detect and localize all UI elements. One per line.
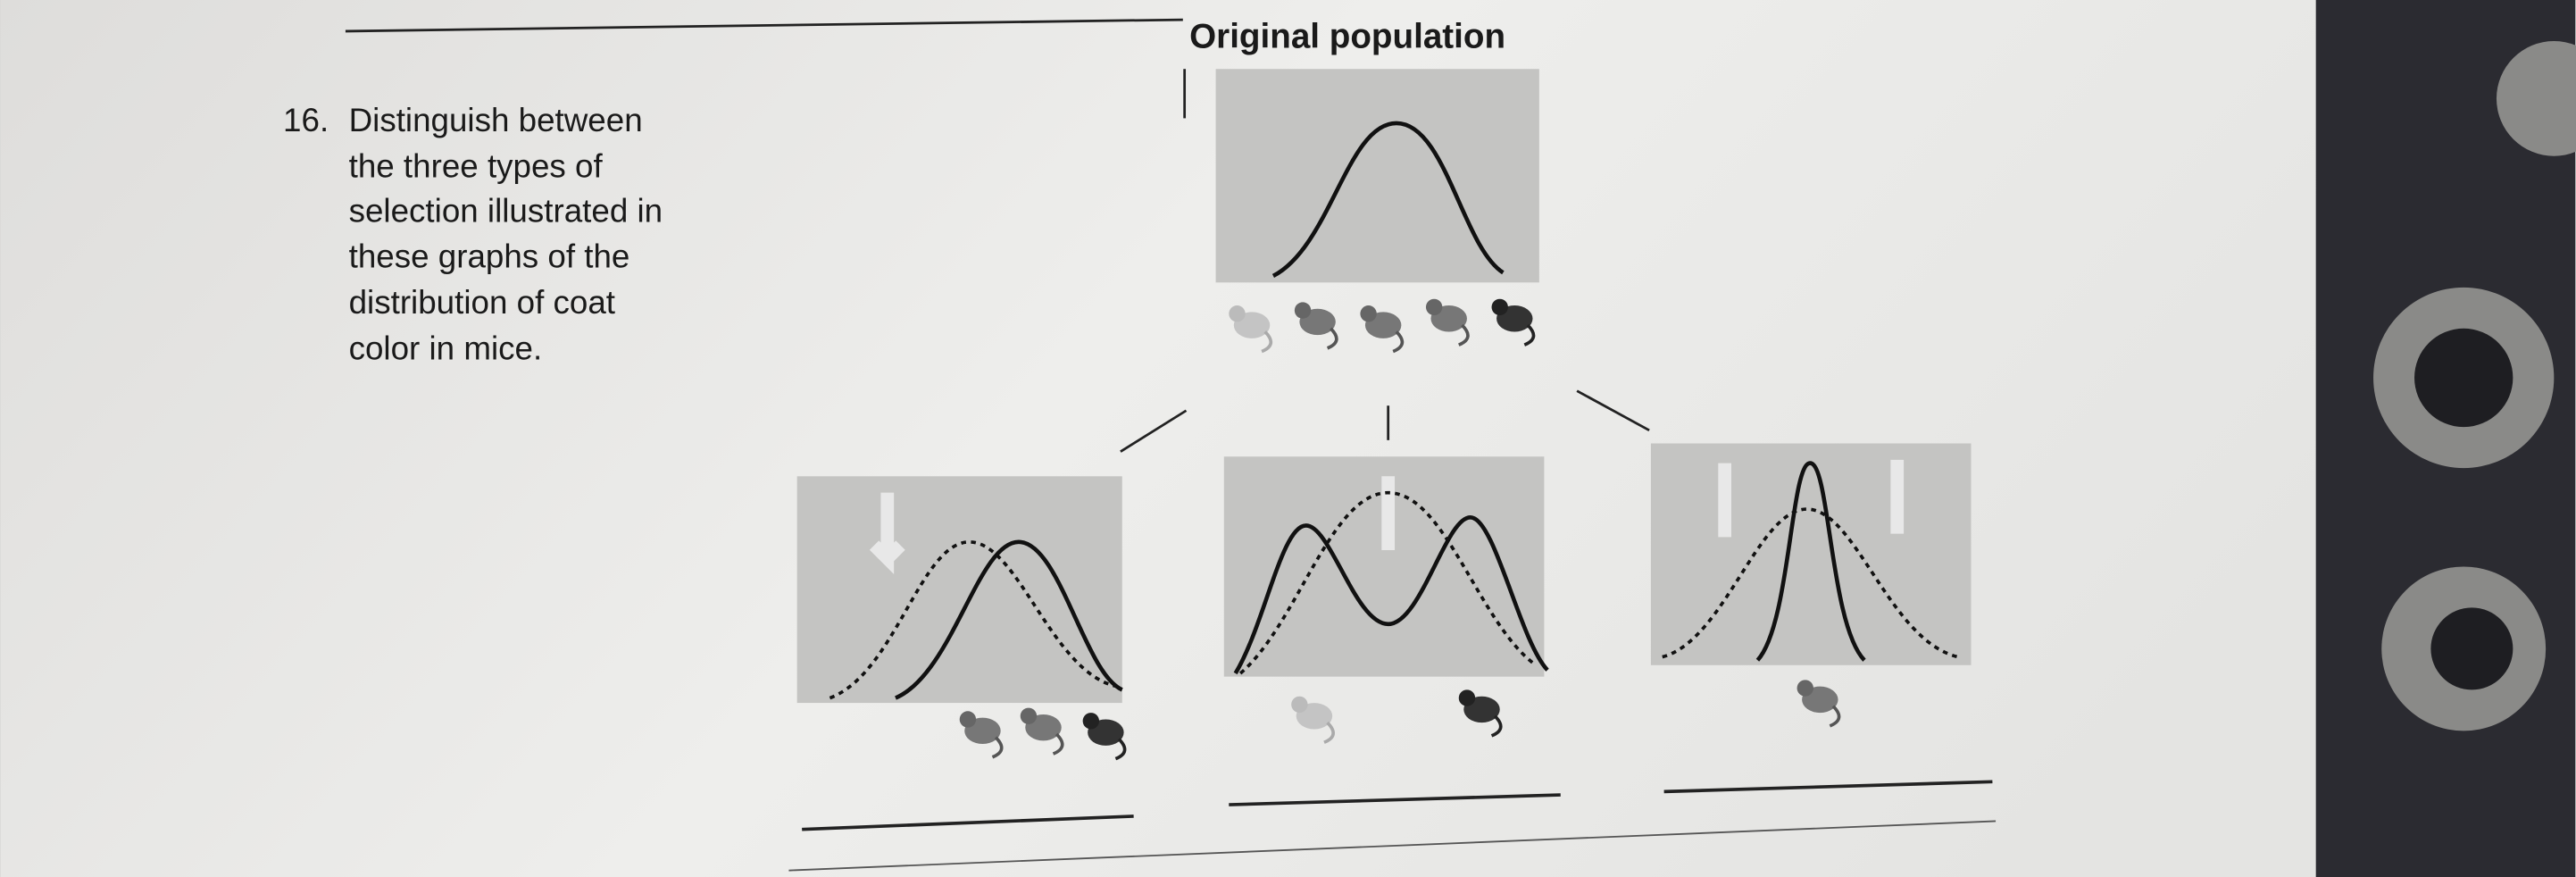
question-line: these graphs of the: [349, 238, 630, 275]
question-line: the three types of: [349, 148, 604, 185]
graph-box: [1650, 443, 1972, 665]
question-line: color in mice.: [349, 330, 543, 367]
question-line: Distinguish between: [349, 102, 643, 138]
graph-box: [796, 476, 1122, 704]
graph-box: [1215, 69, 1539, 283]
answer-blanks: [802, 780, 1993, 831]
rule: [345, 18, 1183, 33]
question-line: selection illustrated in: [349, 192, 663, 229]
question-number: 16.: [283, 102, 329, 138]
curve: [1271, 121, 1505, 278]
rule: [788, 820, 1997, 872]
arrows: [1120, 389, 1650, 453]
question-line: distribution of coat: [349, 284, 615, 321]
figure-title: Original population: [1189, 17, 1505, 55]
question-text: Distinguish between the three types of s…: [349, 102, 663, 367]
